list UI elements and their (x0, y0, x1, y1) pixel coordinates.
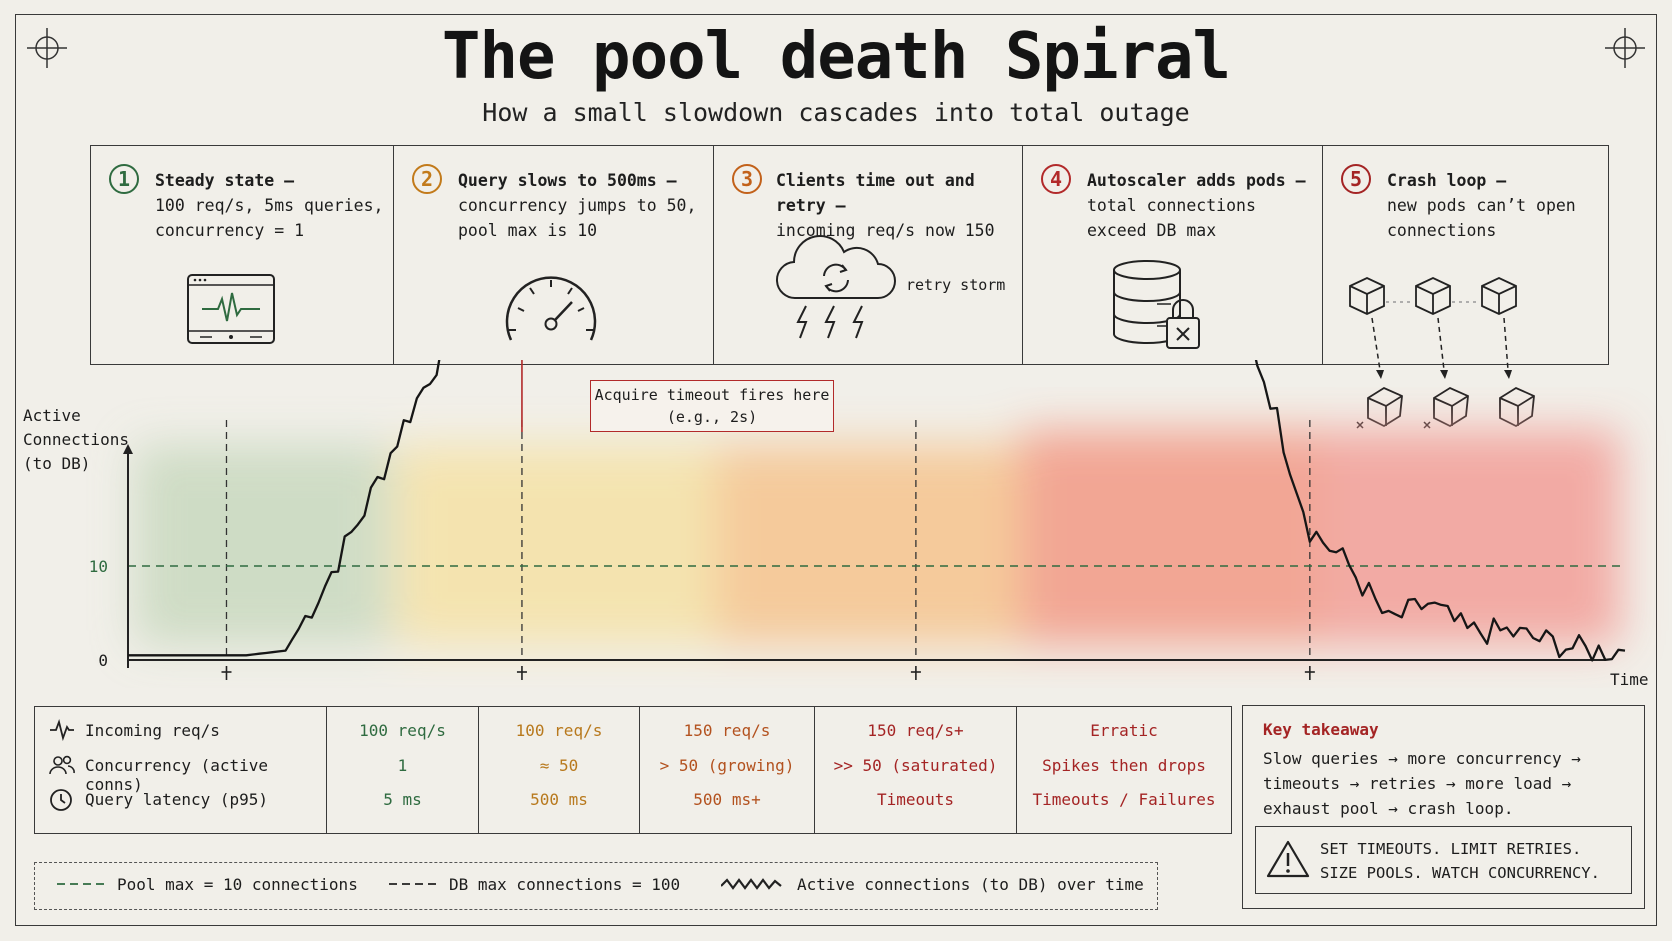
stage-card-1: 1 Steady state – 100 req/s, 5ms queries,… (91, 146, 394, 364)
connections-chart: 01050 (89, 360, 1626, 680)
metric-value: 500 ms+ (693, 790, 761, 809)
users-icon (49, 755, 75, 775)
metric-value: Erratic (1090, 721, 1158, 740)
legend-label: Active connections (to DB) over time (797, 875, 1144, 894)
stage-number: 2 (412, 164, 442, 194)
warning-icon (1266, 840, 1310, 878)
metric-value: ≈ 50 (539, 756, 579, 775)
metric-value: Timeouts (876, 790, 955, 809)
monitor-heartbeat-icon (187, 274, 275, 344)
metrics-column-stage-2: 100 req/s ≈ 50 500 ms (479, 707, 640, 833)
stage-number: 3 (732, 164, 762, 194)
stage-title: Crash loop – (1387, 171, 1507, 190)
metric-value: 5 ms (383, 790, 422, 809)
x-axis-label: Time (1610, 670, 1649, 689)
stage-title: Clients time out and retry – (776, 171, 975, 215)
pulse-icon (50, 719, 74, 741)
metrics-table: Incoming req/s Concurrency (active conns… (34, 706, 1232, 834)
metric-label: Incoming req/s (85, 721, 220, 740)
metric-value: 1 (397, 756, 408, 775)
legend-swatch-db-max (389, 883, 437, 885)
stage-description: 100 req/s, 5ms queries, concurrency = 1 (155, 196, 384, 240)
metric-value: >> 50 (saturated) (833, 756, 998, 775)
legend-label: DB max connections = 100 (449, 875, 681, 894)
takeaway-title: Key takeaway (1263, 720, 1379, 739)
metric-value: 100 req/s (515, 721, 603, 740)
y-axis-label: Active Connections (to DB) (23, 406, 129, 473)
y-tick-label: 0 (98, 651, 108, 670)
stage-number: 4 (1041, 164, 1071, 194)
chart-legend: Pool max = 10 connections DB max connect… (34, 862, 1158, 910)
takeaway-alert-box: SET TIMEOUTS. LIMIT RETRIES. SIZE POOLS.… (1255, 826, 1632, 894)
legend-swatch-pool-max (57, 883, 105, 885)
metrics-column-stage-5: Erratic Spikes then drops Timeouts / Fai… (1017, 707, 1231, 833)
page-subtitle: How a small slowdown cascades into total… (482, 98, 1190, 127)
crashing-pods-icon (1349, 277, 1535, 429)
stage-card-5: 5 Crash loop – new pods can’t open conne… (1323, 146, 1608, 364)
metric-value: 150 req/s+ (867, 721, 964, 740)
stage-title: Autoscaler adds pods – (1087, 171, 1306, 190)
alert-line: SIZE POOLS. WATCH CONCURRENCY. (1320, 864, 1600, 882)
metrics-column-stage-4: 150 req/s+ >> 50 (saturated) Timeouts (815, 707, 1017, 833)
speedometer-icon (505, 276, 597, 341)
stage-number: 1 (109, 164, 139, 194)
metric-value: 500 ms (530, 790, 588, 809)
metric-label: Query latency (p95) (85, 790, 269, 809)
stage-title: Steady state – (155, 171, 295, 190)
alert-line: SET TIMEOUTS. LIMIT RETRIES. (1320, 840, 1582, 858)
key-takeaway-panel: Key takeaway Slow queries → more concurr… (1242, 705, 1645, 909)
metric-value: 150 req/s (683, 721, 771, 740)
stage-card-3: 3 Clients time out and retry – incoming … (714, 146, 1023, 364)
stage-description: new pods can’t open connections (1387, 196, 1576, 240)
crosshair-icon (27, 28, 67, 68)
storm-cloud-icon (775, 235, 896, 339)
metric-value: > 50 (growing) (659, 756, 795, 775)
crosshair-icon (1605, 28, 1645, 68)
active-connections-line (128, 360, 1626, 662)
legend-label: Pool max = 10 connections (117, 875, 358, 894)
outer-frame (15, 14, 1657, 926)
locked-database-icon (1113, 260, 1200, 349)
clock-icon (50, 789, 72, 811)
metric-value: Timeouts / Failures (1032, 790, 1216, 809)
page-title: The pool death Spiral (441, 20, 1231, 94)
stage-description: total connections exceed DB max (1087, 196, 1256, 240)
y-tick-label: 10 (89, 557, 108, 576)
metric-label: Concurrency (active conns) (85, 756, 269, 794)
metric-value: Spikes then drops (1042, 756, 1206, 775)
stage-background-gradient (135, 430, 1620, 645)
metric-value: 100 req/s (359, 721, 446, 740)
stage-card-2: 2 Query slows to 500ms – concurrency jum… (394, 146, 714, 364)
stage-description: incoming req/s now 150 (776, 221, 995, 240)
retry-storm-label: retry storm (906, 276, 1006, 294)
acquire-timeout-callout: Acquire timeout fires here (e.g., 2s) (590, 380, 834, 432)
metrics-labels-column: Incoming req/s Concurrency (active conns… (35, 707, 327, 833)
stage-number: 5 (1341, 164, 1371, 194)
takeaway-body: Slow queries → more concurrency → timeou… (1263, 749, 1581, 818)
stage-card-4: 4 Autoscaler adds pods – total connectio… (1023, 146, 1323, 364)
legend-swatch-active-connections (721, 878, 782, 890)
stage-cards: 1 Steady state – 100 req/s, 5ms queries,… (90, 145, 1609, 365)
metrics-column-stage-3: 150 req/s > 50 (growing) 500 ms+ (640, 707, 815, 833)
stage-title: Query slows to 500ms – (458, 171, 677, 190)
y-axis-arrowhead (123, 444, 133, 454)
metrics-column-stage-1: 100 req/s 1 5 ms (327, 707, 479, 833)
stage-description: concurrency jumps to 50, pool max is 10 (458, 196, 697, 240)
